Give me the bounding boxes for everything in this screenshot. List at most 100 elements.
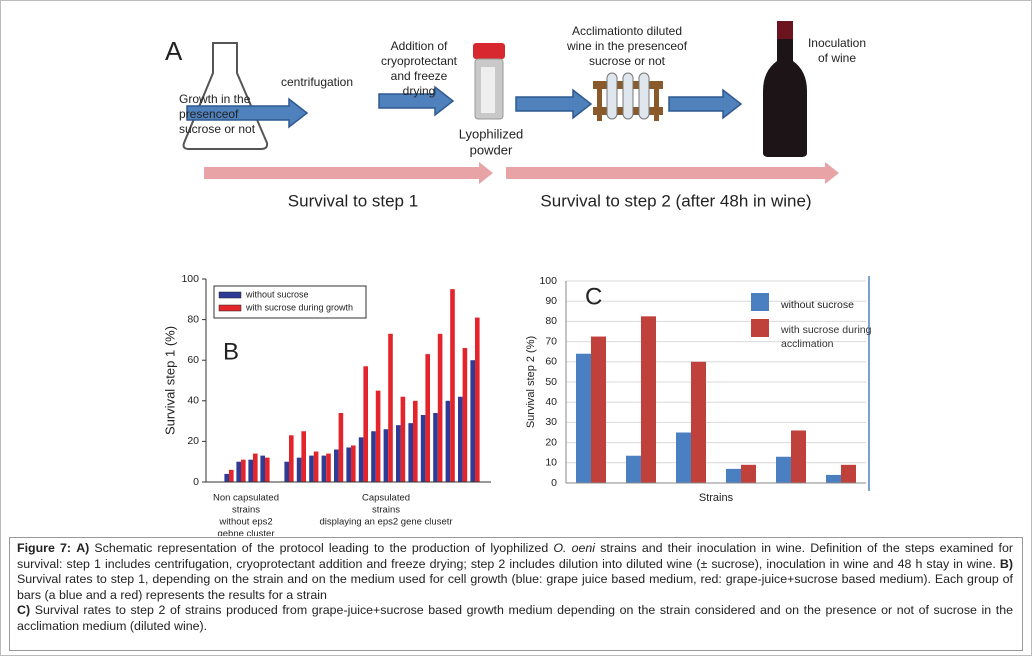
bar	[326, 453, 331, 482]
panel-label: A	[165, 36, 183, 66]
bar	[741, 464, 756, 483]
bar	[462, 348, 468, 482]
bar	[334, 449, 339, 482]
axis-title: Survival step 2 (%)	[525, 336, 537, 428]
bar	[841, 464, 856, 483]
bar	[413, 400, 418, 482]
y-tick-label: 60	[187, 354, 199, 366]
bar	[408, 423, 413, 482]
y-tick-label: 100	[539, 275, 557, 287]
bar	[265, 457, 270, 482]
bottle-foil	[777, 21, 793, 39]
caption: Figure 7: A) Schematic representation of…	[17, 541, 1013, 649]
bar	[284, 461, 289, 482]
bar	[826, 474, 841, 483]
y-tick-label: 0	[551, 477, 557, 489]
bar	[289, 435, 294, 482]
bar	[425, 354, 430, 482]
bar	[450, 289, 455, 482]
caption-label: A)	[76, 541, 90, 555]
group-label: strains	[372, 505, 400, 516]
y-tick-label: 0	[193, 476, 199, 488]
bar	[241, 459, 246, 482]
vial-cap	[473, 43, 505, 59]
y-tick-label: 100	[181, 273, 199, 285]
caption-figure: Figure 7:	[17, 541, 72, 555]
step-label: Addition of	[391, 39, 448, 53]
arrow	[506, 162, 839, 184]
step-label: centrifugation	[281, 75, 353, 89]
y-tick-label: 50	[545, 376, 557, 388]
bar	[224, 473, 229, 482]
step-label: Growth in the	[179, 92, 251, 106]
bar	[253, 453, 258, 482]
y-tick-label: 20	[187, 435, 199, 447]
caption-text: strains and their inoculation in wine. D…	[17, 541, 1013, 571]
step-label: powder	[470, 142, 513, 157]
arrow	[378, 85, 455, 117]
wine-bottle	[763, 23, 807, 157]
arrow	[186, 97, 309, 129]
y-tick-label: 90	[545, 295, 557, 307]
bar	[626, 455, 641, 483]
legend-label: with sucrose during acclimation	[781, 324, 872, 350]
legend-label: without sucrose	[780, 299, 854, 311]
panel-label: C	[585, 283, 602, 310]
caption-species: O. oeni	[553, 541, 596, 555]
bar	[691, 361, 706, 483]
step-label: presenceof	[179, 107, 239, 121]
y-tick-label: 70	[545, 335, 557, 347]
bar	[338, 412, 344, 482]
bar	[375, 390, 381, 482]
arrow	[668, 88, 743, 120]
bar	[420, 415, 426, 482]
legend-swatch	[751, 293, 769, 311]
bar	[363, 366, 368, 482]
caption-text: Survival rates to step 1, depending on t…	[17, 572, 1013, 602]
stage-label: Survival to step 1	[288, 191, 418, 210]
caption-box	[9, 537, 1023, 651]
axis-title: Survival step 1 (%)	[162, 326, 177, 435]
caption-text: Survival rates to step 2 of strains prod…	[17, 603, 1013, 633]
step-label: wine in the presenceof	[566, 39, 688, 53]
flask	[182, 42, 269, 150]
group-label: Capsulated	[362, 493, 410, 504]
legend-label: without sucrose	[245, 289, 309, 299]
y-tick-label: 80	[545, 315, 557, 327]
bar	[458, 396, 463, 482]
bar	[313, 451, 319, 482]
step-label: drying	[403, 84, 436, 98]
group-label: displaying an eps2 gene clusetr	[319, 517, 452, 528]
bar	[321, 455, 327, 482]
step-label: sucrose or not	[589, 54, 666, 68]
bar	[641, 316, 656, 483]
step-label: Lyophilized	[459, 126, 524, 141]
y-tick-label: 30	[545, 416, 557, 428]
vial-powder	[481, 67, 495, 113]
bar	[309, 455, 314, 482]
y-tick-label: 10	[545, 457, 557, 469]
bar	[296, 457, 302, 482]
bar	[726, 468, 741, 483]
bar	[676, 432, 691, 483]
caption-label: C)	[17, 603, 31, 617]
bar	[433, 412, 438, 482]
legend-swatch	[218, 304, 242, 312]
arrow	[204, 162, 493, 184]
legend-box	[213, 285, 367, 319]
group-label: Non capsulated	[213, 493, 279, 504]
y-tick-label: 20	[545, 436, 557, 448]
bar	[400, 396, 406, 482]
legend-label: with sucrose during growth	[245, 302, 353, 312]
step-label: of wine	[818, 51, 856, 65]
tube-rack	[593, 72, 663, 121]
bar	[791, 430, 806, 483]
group-label: gebne cluster	[217, 529, 274, 536]
y-tick-label: 40	[187, 395, 199, 407]
axis-title: Strains	[699, 492, 734, 504]
bar	[388, 333, 393, 482]
group-label: without eps2	[218, 517, 272, 528]
bar	[301, 431, 306, 482]
bar	[383, 429, 389, 482]
